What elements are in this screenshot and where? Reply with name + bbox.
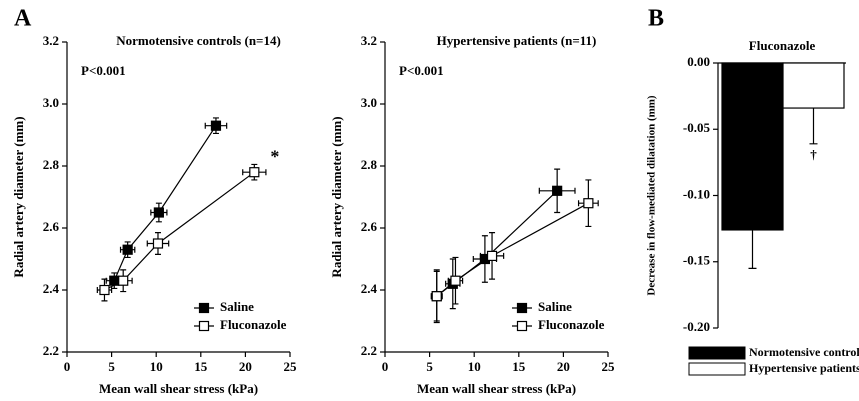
x-tick-label: 15 — [194, 359, 208, 374]
legend-label: Hypertensive patients — [749, 361, 859, 375]
x-tick-label: 0 — [382, 359, 389, 374]
x-tick-label: 0 — [64, 359, 71, 374]
marker — [552, 185, 563, 196]
series-line — [113, 125, 217, 281]
y-tick-label: 2.2 — [361, 343, 377, 358]
legend-marker — [198, 302, 210, 314]
y-tick-label: 2.8 — [361, 157, 378, 172]
bar — [721, 62, 784, 231]
legend-label: Saline — [538, 299, 572, 314]
marker — [153, 207, 164, 218]
series-line — [436, 202, 589, 297]
x-axis-label: Mean wall shear stress (kPa) — [99, 381, 258, 396]
error-bar — [748, 229, 757, 269]
y-tick-label: -0.15 — [683, 253, 711, 268]
marker — [152, 238, 164, 249]
marker — [486, 250, 498, 261]
error-bar — [809, 108, 818, 145]
y-tick-label: -0.10 — [683, 186, 710, 201]
chart-title: Hypertensive patients (n=11) — [437, 33, 597, 48]
marker — [210, 120, 222, 131]
y-axis-label: Radial artery diameter (mm) — [11, 116, 26, 277]
y-axis-label: Radial artery diameter (mm) — [329, 116, 344, 277]
legend-swatch — [688, 362, 746, 376]
y-tick-label: 2.4 — [43, 281, 60, 296]
y-tick-label: 3.2 — [43, 33, 59, 48]
x-tick-label: 5 — [108, 359, 115, 374]
marker — [99, 284, 110, 296]
chart-title: Normotensive controls (n=14) — [116, 33, 281, 48]
annotation: P<0.001 — [81, 63, 126, 78]
x-tick-label: 25 — [284, 359, 298, 374]
y-tick-label: 2.4 — [361, 281, 378, 296]
bar — [782, 62, 845, 109]
legend-label: Fluconazole — [220, 317, 287, 332]
y-tick-label: -0.20 — [683, 319, 710, 334]
marker — [249, 167, 260, 178]
legend-marker — [516, 302, 528, 314]
legend-swatch — [688, 346, 746, 360]
annotation: P<0.001 — [399, 63, 444, 78]
y-tick-label: 2.6 — [43, 219, 60, 234]
x-tick-label: 20 — [557, 359, 570, 374]
marker — [122, 244, 133, 255]
legend-label: Fluconazole — [538, 317, 605, 332]
legend-marker — [198, 320, 210, 332]
x-tick-label: 25 — [602, 359, 616, 374]
x-tick-label: 5 — [426, 359, 433, 374]
y-tick-label: 2.6 — [361, 219, 378, 234]
y-tick-label: 2.2 — [43, 343, 59, 358]
y-tick-label: 3.0 — [43, 95, 59, 110]
legend-label: Saline — [220, 299, 254, 314]
x-axis-label: Mean wall shear stress (kPa) — [417, 381, 576, 396]
series-line — [104, 171, 255, 291]
y-axis-label: Decrease in flow-mediated dilatation (mm… — [646, 95, 658, 296]
y-tick-label: 2.8 — [43, 157, 60, 172]
legend-label: Normotensive controls — [749, 345, 859, 359]
marker — [118, 275, 129, 286]
significance-mark: * — [270, 146, 279, 166]
significance-mark: † — [810, 147, 817, 162]
x-tick-label: 10 — [150, 359, 163, 374]
panel-label: B — [648, 6, 664, 32]
x-tick-label: 20 — [239, 359, 252, 374]
marker — [450, 275, 461, 286]
chart-title: Fluconazole — [749, 38, 816, 53]
y-tick-label: 3.2 — [361, 33, 377, 48]
y-tick-label: -0.05 — [683, 120, 711, 135]
panel-label: A — [14, 6, 32, 32]
marker — [583, 198, 594, 209]
x-tick-label: 15 — [512, 359, 526, 374]
y-tick-label: 3.0 — [361, 95, 377, 110]
y-tick-label: 0.00 — [687, 54, 710, 69]
marker — [431, 291, 442, 302]
x-tick-label: 10 — [468, 359, 481, 374]
legend-marker — [516, 320, 528, 332]
